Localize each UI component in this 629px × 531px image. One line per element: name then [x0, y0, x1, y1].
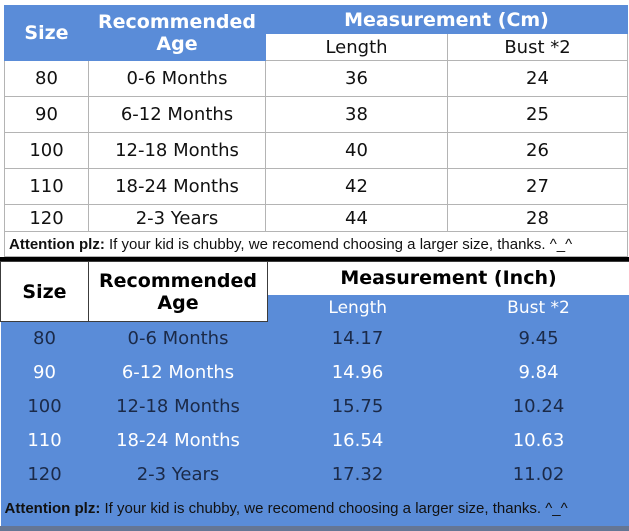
table-row: 100 12-18 Months 15.75 10.24	[0, 389, 629, 424]
size-cell: 100	[0, 389, 89, 424]
size-cell: 100	[4, 132, 89, 169]
table-header-row: Size Recommended Age Measurement (Inch)	[0, 261, 629, 322]
attention-note-row: Attention plz: If your kid is chubby, we…	[0, 491, 629, 526]
table-row: 110 18-24 Months 42 27	[4, 168, 629, 205]
size-cell: 120	[0, 457, 89, 492]
column-header-length: Length	[265, 33, 448, 61]
size-cell: 120	[4, 204, 89, 232]
age-cell: 6-12 Months	[88, 355, 268, 390]
bust-cell: 10.24	[447, 389, 629, 424]
attention-note-text: If your kid is chubby, we recomend choos…	[104, 235, 573, 253]
bust-cell: 28	[446, 204, 629, 232]
size-cell: 80	[4, 60, 89, 97]
bust-cell: 11.02	[447, 457, 629, 492]
table-row: 80 0-6 Months 36 24	[4, 60, 629, 97]
length-cell: 44	[265, 204, 448, 232]
table-separator	[0, 257, 629, 261]
column-header-age: Recommended Age	[88, 261, 268, 322]
attention-note-row: Attention plz: If your kid is chubby, we…	[3, 231, 629, 257]
attention-note: Attention plz: If your kid is chubby, we…	[0, 491, 629, 526]
size-cell: 90	[0, 355, 89, 390]
size-cell: 90	[4, 96, 89, 133]
table-row: 100 12-18 Months 40 26	[4, 132, 629, 169]
size-cell: 110	[0, 423, 89, 458]
length-cell: 38	[265, 96, 448, 133]
length-cell: 14.96	[267, 355, 448, 390]
length-cell: 40	[265, 132, 448, 169]
table-title-inch: Measurement (Inch)	[267, 261, 629, 295]
table-row: 90 6-12 Months 38 25	[4, 96, 629, 133]
age-cell: 0-6 Months	[88, 321, 268, 356]
column-header-size: Size	[4, 5, 89, 61]
age-cell: 18-24 Months	[88, 168, 266, 205]
column-header-bust: Bust *2	[446, 33, 629, 61]
bust-cell: 9.45	[447, 321, 629, 356]
attention-note-text: If your kid is chubby, we recomend choos…	[100, 500, 568, 517]
attention-note: Attention plz: If your kid is chubby, we…	[3, 231, 629, 257]
age-cell: 12-18 Months	[88, 132, 266, 169]
age-cell: 2-3 Years	[88, 204, 266, 232]
column-header-length: Length	[267, 294, 448, 322]
size-table-inch: Size Recommended Age Measurement (Inch) …	[0, 261, 629, 526]
bust-cell: 26	[446, 132, 629, 169]
bust-cell: 24	[446, 60, 629, 97]
attention-note-label: Attention plz:	[4, 500, 101, 517]
column-header-bust: Bust *2	[447, 294, 629, 322]
table-row: 90 6-12 Months 14.96 9.84	[0, 355, 629, 390]
length-cell: 15.75	[267, 389, 448, 424]
table-row: 120 2-3 Years 44 28	[4, 204, 629, 232]
column-header-size: Size	[0, 261, 89, 322]
attention-note-label: Attention plz:	[9, 235, 105, 253]
length-cell: 16.54	[267, 423, 448, 458]
size-cell: 80	[0, 321, 89, 356]
length-cell: 14.17	[267, 321, 448, 356]
bottom-strip	[0, 525, 629, 531]
table-subheader-row: Length Bust *2	[5, 33, 629, 61]
size-cell: 110	[4, 168, 89, 205]
bust-cell: 10.63	[447, 423, 629, 458]
age-cell: 0-6 Months	[88, 60, 266, 97]
age-cell: 2-3 Years	[88, 457, 268, 492]
size-table-cm: Size Recommended Age Measurement (Cm) Le…	[3, 5, 629, 257]
age-cell: 6-12 Months	[88, 96, 266, 133]
length-cell: 42	[265, 168, 448, 205]
column-header-age: Recommended Age	[88, 5, 266, 61]
table-row: 110 18-24 Months 16.54 10.63	[0, 423, 629, 458]
length-cell: 36	[265, 60, 448, 97]
table-subheader-row: Length Bust *2	[1, 294, 629, 322]
bust-cell: 9.84	[447, 355, 629, 390]
length-cell: 17.32	[267, 457, 448, 492]
table-title-cm: Measurement (Cm)	[264, 5, 629, 34]
age-cell: 12-18 Months	[88, 389, 268, 424]
bust-cell: 25	[446, 96, 629, 133]
bust-cell: 27	[446, 168, 629, 205]
table-row: 120 2-3 Years 17.32 11.02	[0, 457, 629, 492]
table-header-row: Size Recommended Age Measurement (Cm)	[4, 5, 629, 61]
age-cell: 18-24 Months	[88, 423, 268, 458]
table-row: 80 0-6 Months 14.17 9.45	[0, 321, 629, 356]
